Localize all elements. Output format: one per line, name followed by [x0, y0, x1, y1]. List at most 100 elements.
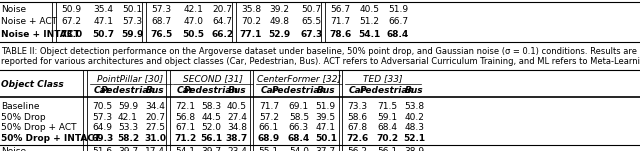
- Text: 53.3: 53.3: [118, 123, 138, 132]
- Text: 50.1: 50.1: [315, 134, 337, 143]
- Text: 70.5: 70.5: [92, 102, 113, 111]
- Text: 55.1: 55.1: [259, 147, 279, 151]
- Text: 48.3: 48.3: [404, 123, 424, 132]
- Text: 56.1: 56.1: [200, 134, 222, 143]
- Text: 51.9: 51.9: [316, 102, 336, 111]
- Text: 39.2: 39.2: [269, 5, 290, 14]
- Text: Pedestrian: Pedestrian: [271, 86, 326, 95]
- Text: 50% Drop: 50% Drop: [1, 112, 46, 122]
- Text: Noise + INTACT: Noise + INTACT: [1, 30, 80, 39]
- Text: 67.8: 67.8: [348, 123, 368, 132]
- Text: 42.1: 42.1: [118, 112, 138, 122]
- Text: 73.3: 73.3: [348, 102, 368, 111]
- Text: 52.9: 52.9: [269, 30, 291, 39]
- Text: Pedestrian: Pedestrian: [184, 86, 239, 95]
- Text: 66.3: 66.3: [289, 123, 309, 132]
- Text: 72.1: 72.1: [175, 102, 196, 111]
- Text: 52.1: 52.1: [403, 134, 425, 143]
- Text: 58.2: 58.2: [117, 134, 139, 143]
- Text: 65.5: 65.5: [301, 17, 322, 26]
- Text: 27.5: 27.5: [145, 123, 165, 132]
- Text: 57.3: 57.3: [151, 5, 172, 14]
- Text: 17.4: 17.4: [145, 147, 165, 151]
- Text: Car: Car: [260, 86, 277, 95]
- Text: 67.1: 67.1: [175, 123, 196, 132]
- Text: Pedestrian: Pedestrian: [100, 86, 156, 95]
- Text: 57.3: 57.3: [122, 17, 143, 26]
- Text: 34.4: 34.4: [145, 102, 165, 111]
- Text: 53.8: 53.8: [404, 102, 424, 111]
- Text: 59.9: 59.9: [118, 102, 138, 111]
- Text: 52.0: 52.0: [201, 123, 221, 132]
- Text: 57.2: 57.2: [259, 112, 279, 122]
- Text: 20.7: 20.7: [212, 5, 232, 14]
- Text: Car: Car: [349, 86, 366, 95]
- Text: 35.8: 35.8: [241, 5, 261, 14]
- Text: Car: Car: [94, 86, 111, 95]
- Text: 69.3: 69.3: [92, 134, 113, 143]
- Text: 50.9: 50.9: [61, 5, 82, 14]
- Text: 54.0: 54.0: [289, 147, 309, 151]
- Text: Bus: Bus: [316, 86, 335, 95]
- Text: TED [33]: TED [33]: [364, 74, 403, 83]
- Text: 72.6: 72.6: [347, 134, 369, 143]
- Text: 34.8: 34.8: [227, 123, 247, 132]
- Text: reported for various architectures and object classes (Car, Pedestrian, Bus). AC: reported for various architectures and o…: [1, 57, 640, 66]
- Text: 56.1: 56.1: [377, 147, 397, 151]
- Text: Object Class: Object Class: [1, 80, 64, 89]
- Text: PointPillar [30]: PointPillar [30]: [97, 74, 164, 83]
- Text: 70.2: 70.2: [376, 134, 398, 143]
- Text: 64.7: 64.7: [212, 17, 232, 26]
- Text: 71.7: 71.7: [330, 17, 351, 26]
- Text: 58.5: 58.5: [289, 112, 309, 122]
- Text: 71.2: 71.2: [175, 134, 196, 143]
- Text: 42.1: 42.1: [183, 5, 204, 14]
- Text: 64.9: 64.9: [92, 123, 113, 132]
- Text: 58.3: 58.3: [201, 102, 221, 111]
- Text: 68.9: 68.9: [258, 134, 280, 143]
- Text: 54.1: 54.1: [358, 30, 380, 39]
- Text: Pedestrian: Pedestrian: [360, 86, 415, 95]
- Text: 70.2: 70.2: [241, 17, 261, 26]
- Text: 39.5: 39.5: [316, 112, 336, 122]
- Text: 68.4: 68.4: [387, 30, 409, 39]
- Text: 76.5: 76.5: [150, 30, 172, 39]
- Text: 68.7: 68.7: [151, 17, 172, 26]
- Text: 47.1: 47.1: [316, 123, 336, 132]
- Text: 50% Drop + ACT: 50% Drop + ACT: [1, 123, 77, 132]
- Text: Bus: Bus: [145, 86, 164, 95]
- Text: 27.4: 27.4: [227, 112, 247, 122]
- Text: 68.4: 68.4: [377, 123, 397, 132]
- Text: 77.1: 77.1: [240, 30, 262, 39]
- Text: Bus: Bus: [404, 86, 424, 95]
- Text: 50.7: 50.7: [93, 30, 115, 39]
- Text: 51.9: 51.9: [388, 5, 408, 14]
- Text: 50.7: 50.7: [301, 5, 322, 14]
- Text: 56.2: 56.2: [348, 147, 368, 151]
- Text: 51.2: 51.2: [359, 17, 380, 26]
- Text: 56.8: 56.8: [175, 112, 196, 122]
- Text: 66.1: 66.1: [259, 123, 279, 132]
- Text: 67.3: 67.3: [301, 30, 323, 39]
- Text: 35.4: 35.4: [93, 5, 114, 14]
- Text: 44.5: 44.5: [201, 112, 221, 122]
- Text: Car: Car: [177, 86, 194, 95]
- Text: SECOND [31]: SECOND [31]: [183, 74, 243, 83]
- Text: 50.5: 50.5: [182, 30, 204, 39]
- Text: 58.6: 58.6: [348, 112, 368, 122]
- Text: Baseline: Baseline: [1, 102, 40, 111]
- Text: 31.0: 31.0: [144, 134, 166, 143]
- Text: 47.0: 47.0: [183, 17, 204, 26]
- Text: 57.3: 57.3: [92, 112, 113, 122]
- Text: TABLE II: Object detection performance on the Argoverse dataset under baseline, : TABLE II: Object detection performance o…: [1, 47, 637, 56]
- Text: 50% Drop + INTACT: 50% Drop + INTACT: [1, 134, 100, 143]
- Text: 51.6: 51.6: [92, 147, 113, 151]
- Text: 39.7: 39.7: [118, 147, 138, 151]
- Text: 59.9: 59.9: [122, 30, 143, 39]
- Text: Noise: Noise: [1, 5, 26, 14]
- Text: 67.2: 67.2: [61, 17, 82, 26]
- Text: 50.1: 50.1: [122, 5, 143, 14]
- Text: 47.1: 47.1: [93, 17, 114, 26]
- Text: 39.7: 39.7: [201, 147, 221, 151]
- Text: Bus: Bus: [227, 86, 246, 95]
